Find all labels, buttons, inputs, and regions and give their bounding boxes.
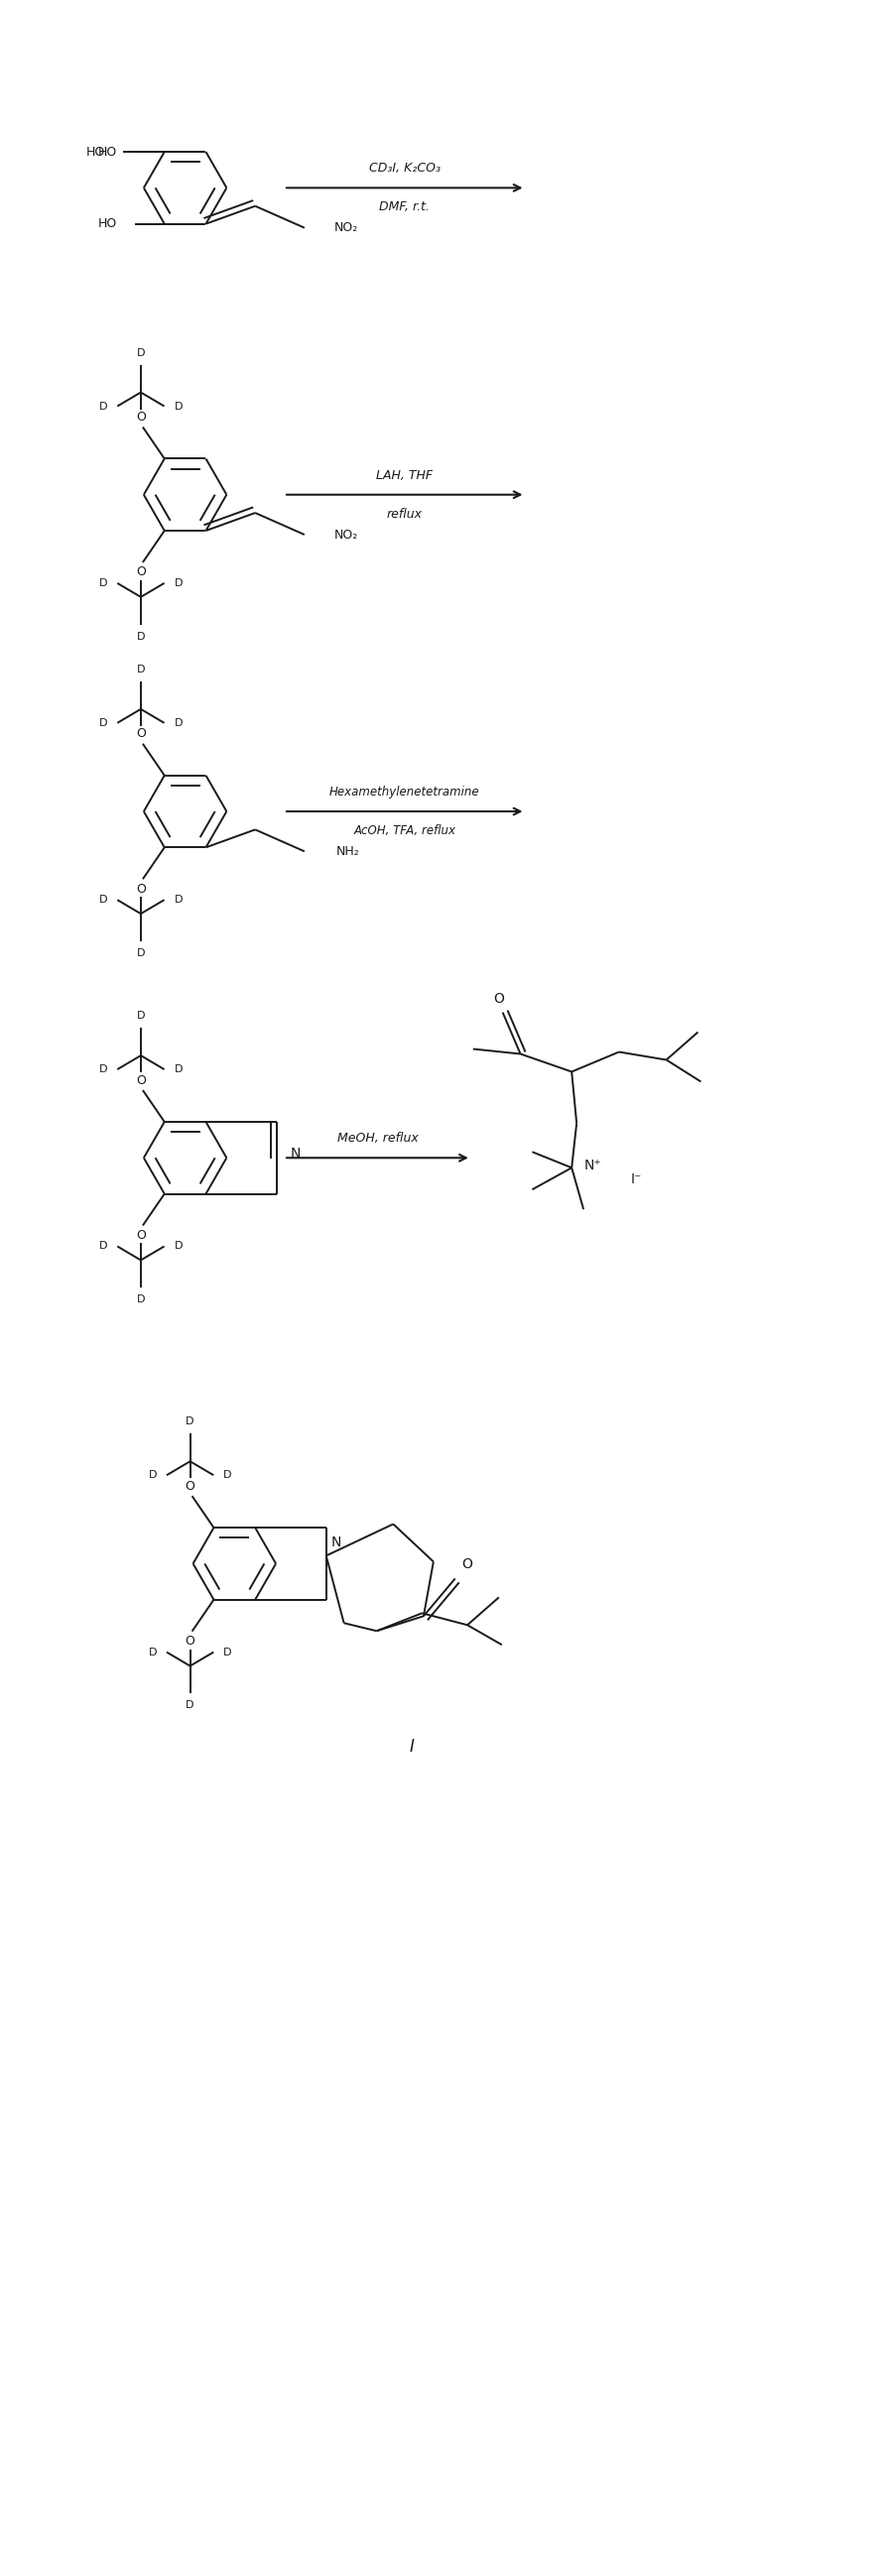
- Text: N⁺: N⁺: [584, 1159, 601, 1172]
- Text: D: D: [174, 894, 183, 904]
- Text: O: O: [461, 1558, 472, 1571]
- Text: O: O: [185, 1636, 195, 1649]
- Text: D: D: [174, 1242, 183, 1252]
- Text: D: D: [185, 1700, 194, 1710]
- Text: Hexamethylenetetramine: Hexamethylenetetramine: [329, 786, 479, 799]
- Text: AcOH, TFA, reflux: AcOH, TFA, reflux: [353, 824, 455, 837]
- Text: O: O: [136, 1229, 145, 1242]
- Text: D: D: [137, 948, 145, 958]
- Text: D: D: [224, 1646, 232, 1656]
- Text: HO: HO: [98, 144, 117, 157]
- Text: I: I: [409, 1739, 414, 1757]
- Text: D: D: [185, 1417, 194, 1427]
- Text: reflux: reflux: [386, 507, 422, 520]
- Text: NO₂: NO₂: [334, 528, 357, 541]
- Text: D: D: [99, 402, 107, 412]
- Text: D: D: [174, 577, 183, 587]
- Text: D: D: [99, 1064, 107, 1074]
- Text: D: D: [137, 1296, 145, 1303]
- Text: D: D: [148, 1646, 157, 1656]
- Text: MeOH, reflux: MeOH, reflux: [336, 1131, 418, 1144]
- Text: D: D: [99, 719, 107, 729]
- Text: O: O: [136, 567, 145, 580]
- Text: D: D: [137, 348, 145, 358]
- Text: HO: HO: [86, 144, 106, 157]
- Text: D: D: [99, 1242, 107, 1252]
- Text: NO₂: NO₂: [334, 222, 357, 234]
- Text: O: O: [136, 410, 145, 422]
- Text: LAH, THF: LAH, THF: [376, 469, 432, 482]
- Text: D: D: [148, 1471, 157, 1481]
- Text: O: O: [136, 1074, 145, 1087]
- Text: D: D: [99, 894, 107, 904]
- Text: D: D: [224, 1471, 232, 1481]
- Text: I⁻: I⁻: [630, 1172, 641, 1188]
- Text: D: D: [174, 402, 183, 412]
- Text: DMF, r.t.: DMF, r.t.: [379, 201, 429, 214]
- Text: N: N: [331, 1535, 341, 1551]
- Text: O: O: [136, 884, 145, 896]
- Text: D: D: [99, 577, 107, 587]
- Text: CD₃I, K₂CO₃: CD₃I, K₂CO₃: [368, 162, 440, 175]
- Text: NH₂: NH₂: [335, 845, 359, 858]
- Text: D: D: [137, 1010, 145, 1020]
- Text: HO: HO: [98, 216, 117, 229]
- Text: N: N: [290, 1146, 301, 1159]
- Text: D: D: [174, 719, 183, 729]
- Text: D: D: [137, 631, 145, 641]
- Text: O: O: [185, 1479, 195, 1492]
- Text: D: D: [174, 1064, 183, 1074]
- Text: O: O: [493, 992, 504, 1005]
- Text: O: O: [136, 726, 145, 739]
- Text: D: D: [137, 665, 145, 675]
